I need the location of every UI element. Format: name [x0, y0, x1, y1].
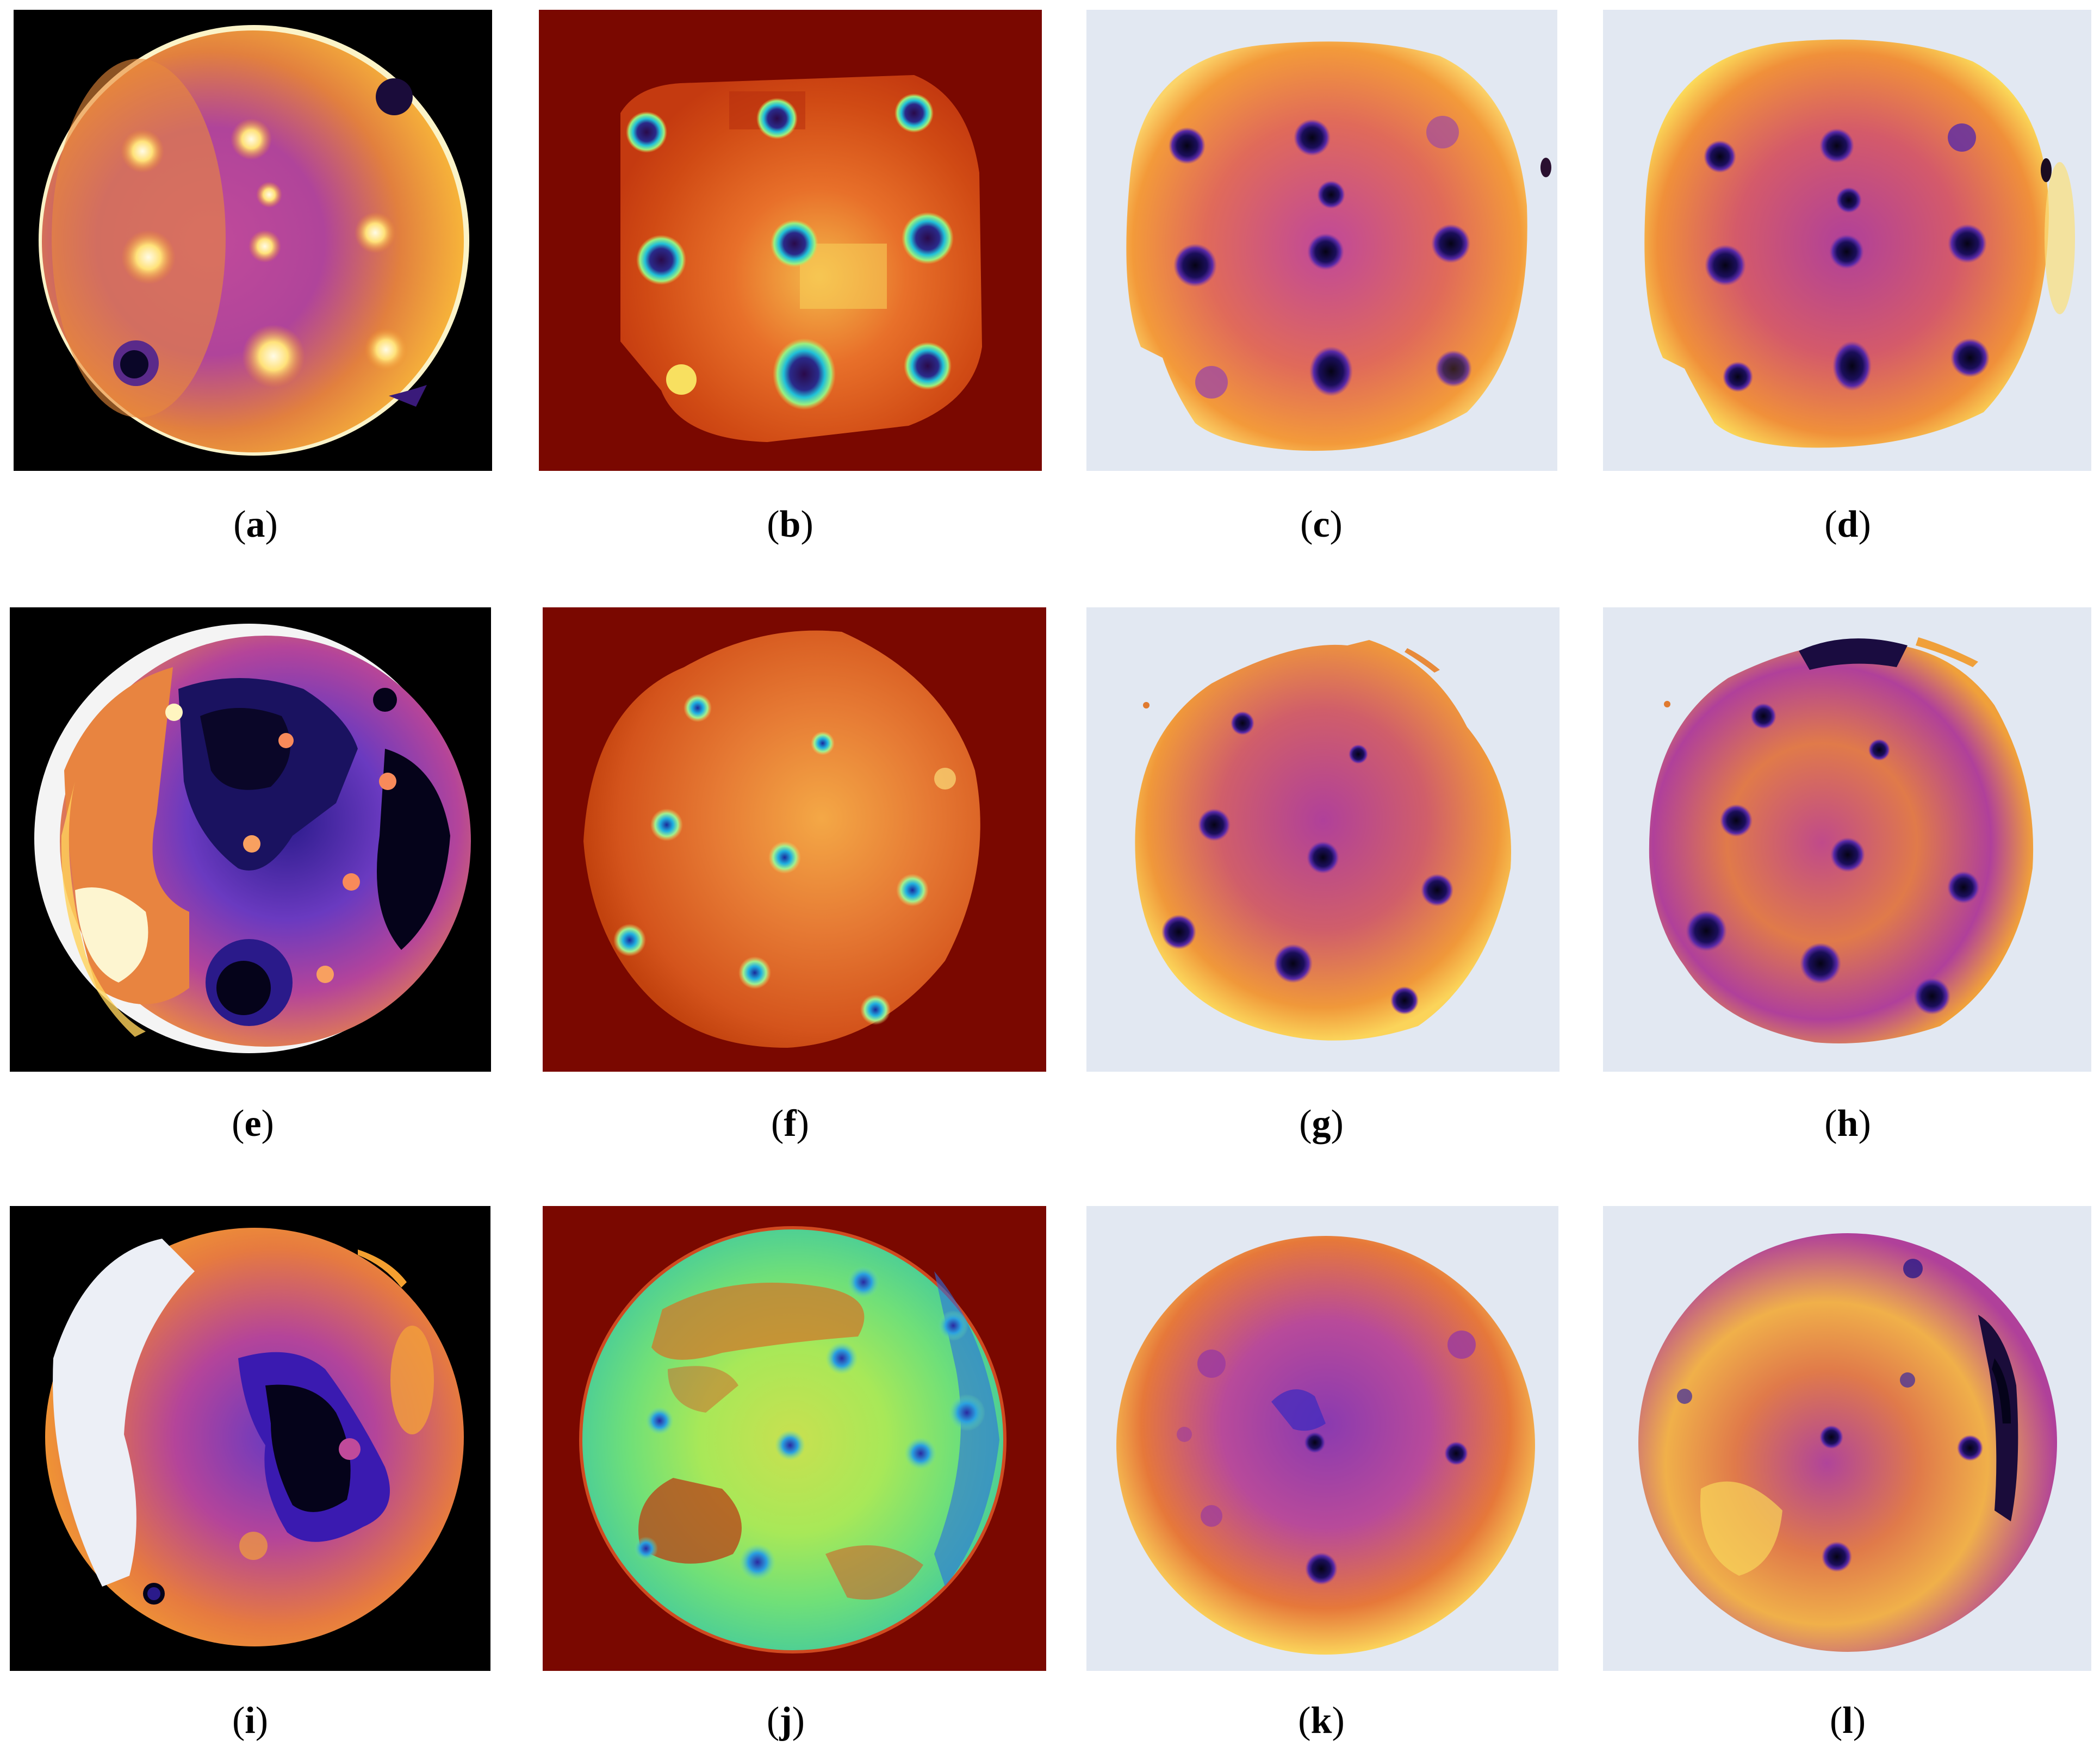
thermal-image-b-graphic [620, 75, 982, 442]
thermal-image-l [1603, 1206, 2091, 1671]
caption-f: (f) [771, 1103, 809, 1145]
thermal-image-f-graphic [583, 630, 980, 1048]
thermal-image-g [1086, 607, 1560, 1072]
thermal-image-h [1603, 607, 2091, 1072]
thermal-image-k [1086, 1206, 1558, 1671]
caption-a: (a) [233, 503, 278, 545]
thermal-image-g-graphic [1135, 640, 1511, 1041]
thermal-image-j-graphic [579, 1226, 1006, 1653]
caption-h: (h) [1824, 1103, 1871, 1145]
thermal-image-b [539, 10, 1042, 471]
caption-l: (l) [1829, 1700, 1866, 1742]
thermal-image-e [10, 607, 491, 1072]
thermal-image-j [543, 1206, 1046, 1671]
thermal-image-c [1086, 10, 1557, 471]
thermal-image-e-graphic [34, 624, 471, 1053]
thermal-image-c-graphic [1126, 41, 1551, 451]
caption-e: (e) [232, 1103, 274, 1145]
thermal-image-a-graphic [39, 25, 469, 456]
caption-b: (b) [767, 503, 813, 545]
thermal-image-f [543, 607, 1046, 1072]
caption-d: (d) [1824, 503, 1871, 545]
caption-c: (c) [1300, 503, 1343, 545]
thermal-image-i-graphic [45, 1228, 464, 1646]
thermal-image-i [10, 1206, 490, 1671]
caption-i: (i) [232, 1700, 269, 1742]
caption-g: (g) [1299, 1103, 1344, 1145]
caption-k: (k) [1298, 1700, 1345, 1742]
thermal-image-d [1603, 10, 2091, 471]
caption-j: (j) [767, 1700, 805, 1742]
thermal-image-a [14, 10, 492, 471]
thermal-image-d-graphic [1644, 39, 2075, 448]
thermal-image-h-graphic [1649, 637, 2034, 1043]
thermal-image-k-graphic [1116, 1236, 1535, 1655]
thermal-image-l-graphic [1638, 1233, 2057, 1652]
